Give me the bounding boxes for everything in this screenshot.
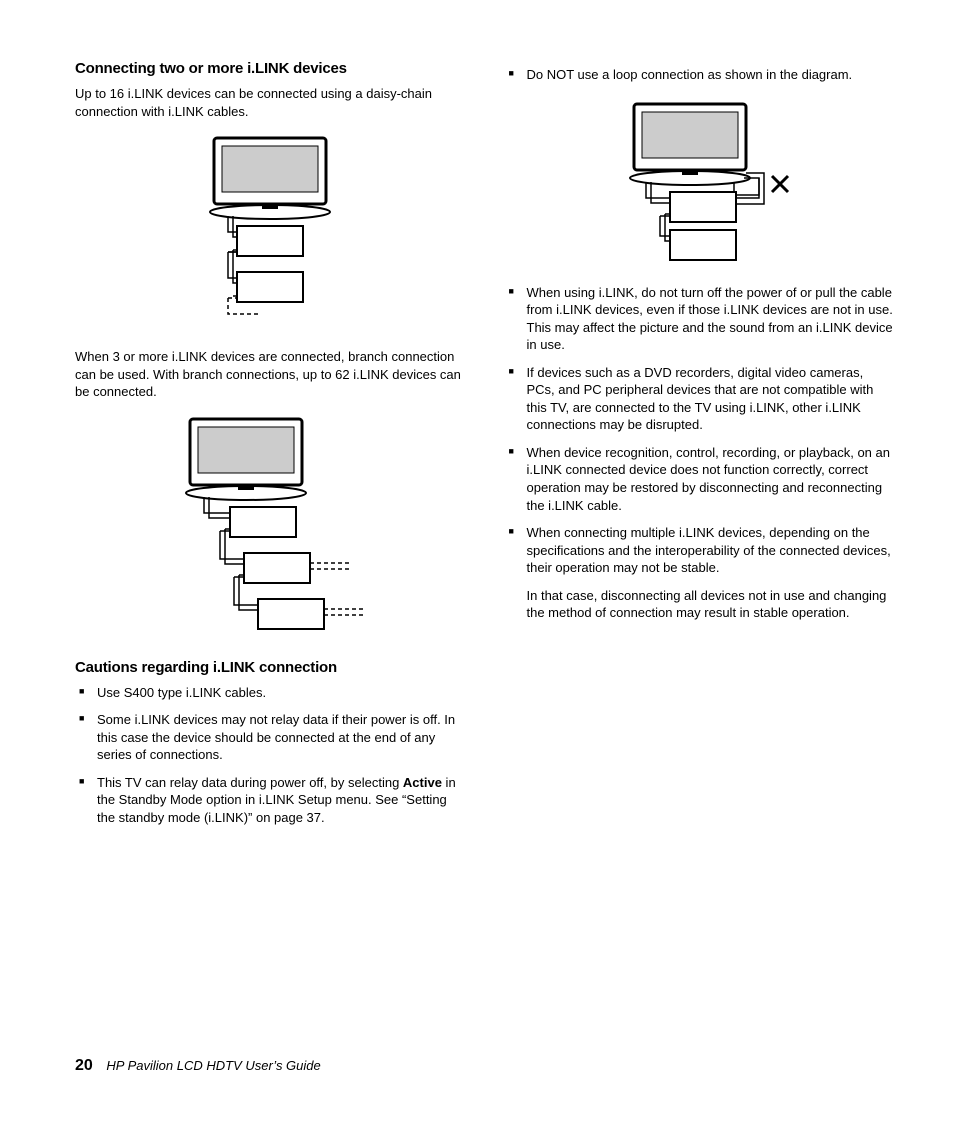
list-item: When using i.LINK, do not turn off the p… xyxy=(505,284,895,354)
device-box xyxy=(670,192,736,222)
cautions-list-right: When using i.LINK, do not turn off the p… xyxy=(505,284,895,577)
cautions-list: Use S400 type i.LINK cables. Some i.LINK… xyxy=(75,684,465,827)
list-item: When device recognition, control, record… xyxy=(505,444,895,514)
heading-connecting: Connecting two or more i.LINK devices xyxy=(75,60,465,77)
heading-cautions: Cautions regarding i.LINK connection xyxy=(75,659,465,676)
tv-icon xyxy=(630,104,750,185)
diagram-branch xyxy=(75,413,465,643)
list-item: Do NOT use a loop connection as shown in… xyxy=(505,66,895,84)
list-item: Some i.LINK devices may not relay data i… xyxy=(75,711,465,764)
diagram-daisy-chain xyxy=(75,132,465,332)
guide-title: HP Pavilion LCD HDTV User’s Guide xyxy=(106,1058,320,1073)
device-box xyxy=(670,230,736,260)
top-list: Do NOT use a loop connection as shown in… xyxy=(505,66,895,84)
device-box xyxy=(258,599,324,629)
list-item: This TV can relay data during power off,… xyxy=(75,774,465,827)
paragraph: Up to 16 i.LINK devices can be connected… xyxy=(75,85,465,120)
device-box xyxy=(230,507,296,537)
bold-active: Active xyxy=(403,775,442,790)
device-box xyxy=(244,553,310,583)
tv-icon xyxy=(210,138,330,219)
right-column: Do NOT use a loop connection as shown in… xyxy=(505,60,895,841)
device-box xyxy=(237,272,303,302)
list-item: When connecting multiple i.LINK devices,… xyxy=(505,524,895,577)
paragraph: When 3 or more i.LINK devices are connec… xyxy=(75,348,465,401)
device-box xyxy=(237,226,303,256)
page-footer: 20 HP Pavilion LCD HDTV User’s Guide xyxy=(75,1057,321,1075)
list-item: If devices such as a DVD recorders, digi… xyxy=(505,364,895,434)
left-column: Connecting two or more i.LINK devices Up… xyxy=(75,60,465,841)
page-number: 20 xyxy=(75,1057,93,1074)
x-icon xyxy=(772,176,788,192)
list-item: Use S400 type i.LINK cables. xyxy=(75,684,465,702)
sub-paragraph: In that case, disconnecting all devices … xyxy=(505,587,895,622)
tv-icon xyxy=(186,419,306,500)
diagram-loop xyxy=(505,98,895,268)
